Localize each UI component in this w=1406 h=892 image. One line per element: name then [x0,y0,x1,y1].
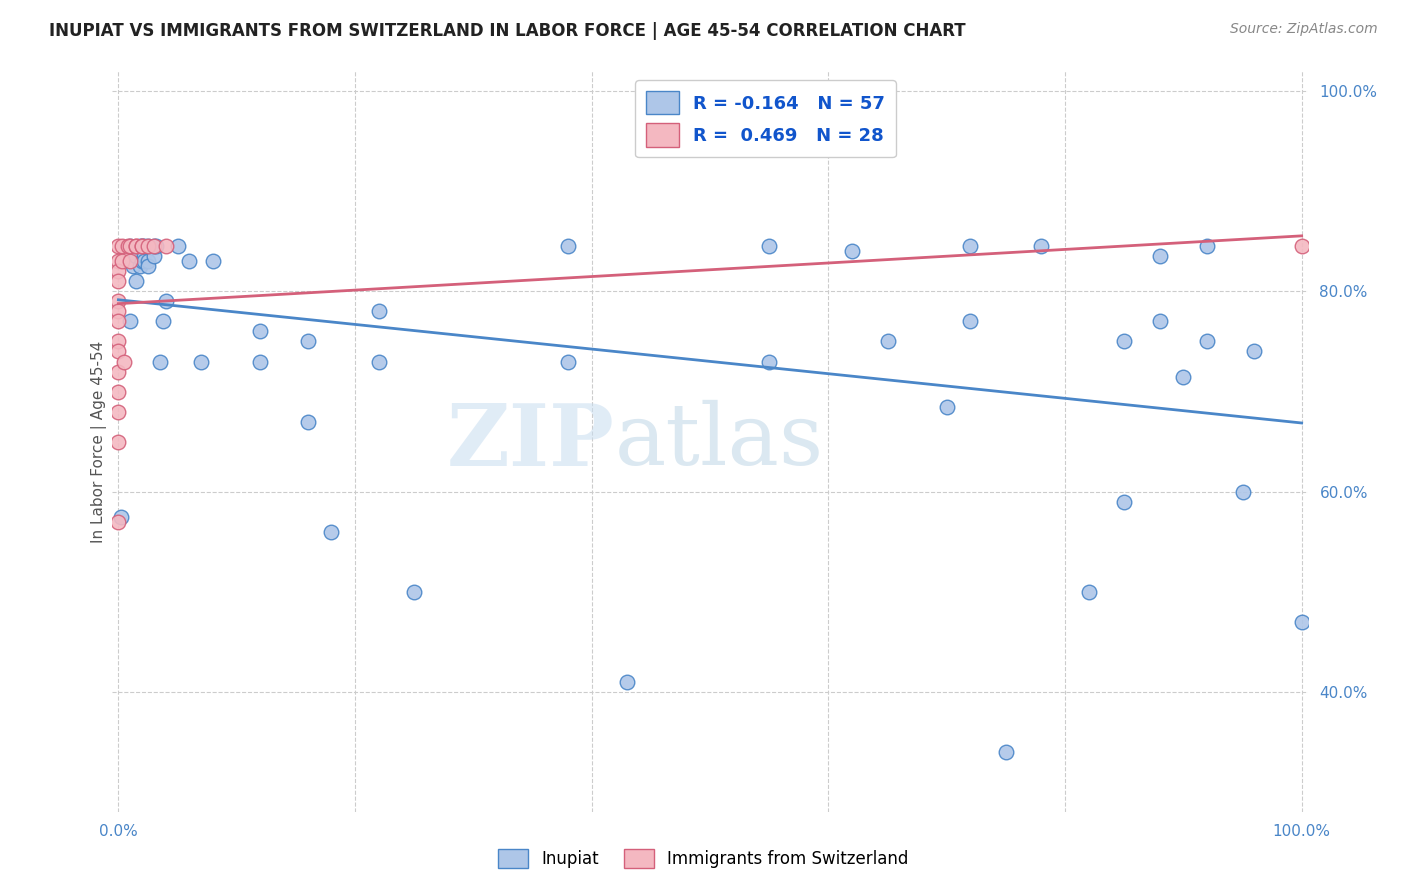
Point [107,254,129,268]
Text: ZIP: ZIP [447,400,614,483]
Point [1232,484,1254,499]
Point [107,404,129,418]
Point [107,515,129,529]
Point [994,745,1017,759]
Point [120,254,142,268]
Point [1077,584,1099,599]
Point [758,354,780,368]
Point [155,239,177,253]
Point [249,325,271,339]
Point [297,334,319,349]
Point [125,275,148,289]
Point [616,674,638,689]
Point [134,254,156,268]
Text: Source: ZipAtlas.com: Source: ZipAtlas.com [1230,22,1378,37]
Point [1195,239,1218,253]
Point [120,239,142,253]
Point [1291,615,1313,629]
Point [297,415,319,429]
Point [131,239,153,253]
Point [404,584,426,599]
Point [107,434,129,449]
Point [136,260,159,274]
Point [107,304,129,318]
Point [134,250,156,264]
Point [120,239,142,253]
Point [149,354,172,368]
Point [1243,344,1265,359]
Point [121,260,143,274]
Point [107,384,129,399]
Point [1114,494,1136,508]
Point [841,244,863,259]
Point [107,275,129,289]
Point [117,239,139,253]
Point [131,239,153,253]
Point [142,239,165,253]
Point [131,239,153,253]
Point [1149,314,1171,328]
Legend: Inupiat, Immigrants from Switzerland: Inupiat, Immigrants from Switzerland [491,842,915,875]
Point [179,254,201,268]
Point [367,304,389,318]
Point [128,239,150,253]
Point [107,314,129,328]
Point [142,250,165,264]
Point [107,334,129,349]
Point [107,294,129,309]
Point [557,239,579,253]
Point [1291,239,1313,253]
Point [959,239,981,253]
Point [557,354,579,368]
Point [155,294,177,309]
Text: atlas: atlas [614,400,824,483]
Point [166,239,188,253]
Point [120,314,142,328]
Point [111,254,134,268]
Point [321,524,343,539]
Point [959,314,981,328]
Point [112,354,135,368]
Point [125,239,148,253]
Point [107,239,129,253]
Point [876,334,898,349]
Point [107,264,129,278]
Text: INUPIAT VS IMMIGRANTS FROM SWITZERLAND IN LABOR FORCE | AGE 45-54 CORRELATION CH: INUPIAT VS IMMIGRANTS FROM SWITZERLAND I… [49,22,966,40]
Point [125,250,148,264]
Point [125,239,148,253]
Point [134,239,156,253]
Point [142,239,165,253]
Point [136,254,159,268]
Point [1031,239,1053,253]
Point [107,344,129,359]
Point [1173,369,1195,384]
Point [935,400,957,414]
Point [111,239,134,253]
Point [128,260,150,274]
Point [136,239,159,253]
Point [110,509,132,524]
Y-axis label: In Labor Force | Age 45-54: In Labor Force | Age 45-54 [91,341,107,542]
Point [202,254,225,268]
Point [145,239,167,253]
Point [1114,334,1136,349]
Point [152,314,174,328]
Point [131,254,153,268]
Point [367,354,389,368]
Point [190,354,212,368]
Legend: R = -0.164   N = 57, R =  0.469   N = 28: R = -0.164 N = 57, R = 0.469 N = 28 [636,80,896,158]
Point [107,364,129,378]
Point [1149,250,1171,264]
Point [249,354,271,368]
Point [1195,334,1218,349]
Point [136,239,159,253]
Point [758,239,780,253]
